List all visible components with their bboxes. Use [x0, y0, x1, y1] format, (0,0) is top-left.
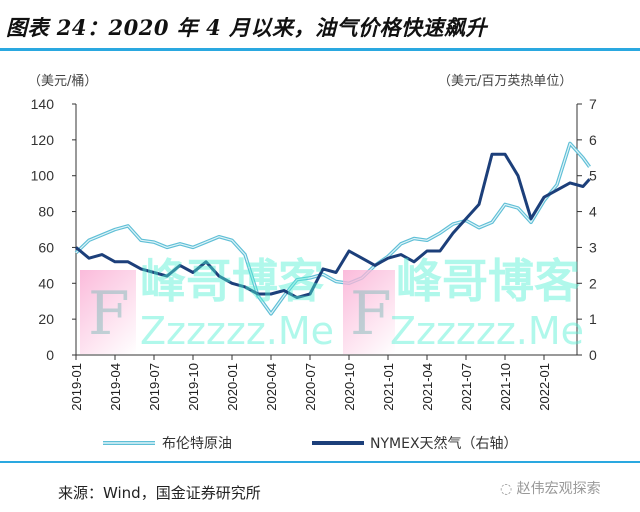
x-tick-label: 2019-07 [147, 363, 162, 411]
source-note: 来源：Wind，国金证券研究所 [58, 484, 261, 502]
left-tick-label: 80 [38, 204, 54, 220]
right-tick-label: 5 [589, 168, 597, 184]
left-tick-label: 140 [31, 96, 55, 112]
x-tick-label: 2021-04 [420, 363, 435, 411]
x-tick-label: 2019-04 [108, 363, 123, 411]
x-tick-label: 2020-01 [225, 363, 240, 411]
wechat-attribution: ◌ 赵伟宏观探索 [500, 478, 601, 498]
legend-label-gas: NYMEX天然气（右轴） [370, 435, 518, 452]
right-tick-label: 0 [589, 347, 597, 363]
right-tick-label: 7 [589, 96, 597, 112]
left-tick-label: 0 [46, 347, 54, 363]
left-tick-label: 100 [31, 168, 55, 184]
legend-label-brent: 布伦特原油 [162, 436, 232, 452]
series-line-natural-gas [75, 152, 591, 300]
x-tick-label: 2021-10 [498, 363, 513, 411]
footer-divider [0, 461, 640, 463]
x-tick-label: 2019-01 [69, 363, 84, 411]
right-tick-label: 6 [589, 132, 597, 148]
title-divider [0, 48, 640, 51]
left-tick-label: 40 [38, 275, 54, 291]
left-tick-label: 60 [38, 239, 54, 255]
left-axis-unit: （美元/桶） [28, 74, 98, 89]
x-tick-label: 2019-10 [186, 363, 201, 411]
x-tick-label: 2021-01 [381, 363, 396, 411]
x-tick-label: 2020-07 [303, 363, 318, 411]
chart-title: 图表 24：2020 年 4 月以来，油气价格快速飙升 [6, 15, 488, 40]
right-tick-label: 1 [589, 311, 597, 327]
left-tick-label: 120 [31, 132, 55, 148]
x-tick-label: 2022-01 [537, 363, 552, 411]
left-tick-label: 20 [38, 311, 54, 327]
wechat-name: 赵伟宏观探索 [516, 481, 601, 497]
right-tick-label: 2 [589, 275, 597, 291]
wechat-icon: ◌ [500, 481, 517, 497]
x-tick-label: 2021-07 [459, 363, 474, 411]
series-line-brent-inner [75, 142, 590, 315]
x-tick-label: 2020-10 [342, 363, 357, 411]
right-tick-label: 3 [589, 239, 597, 255]
right-tick-label: 4 [589, 204, 597, 220]
x-tick-label: 2020-04 [264, 363, 279, 411]
right-axis-unit: （美元/百万英热单位） [438, 74, 573, 89]
